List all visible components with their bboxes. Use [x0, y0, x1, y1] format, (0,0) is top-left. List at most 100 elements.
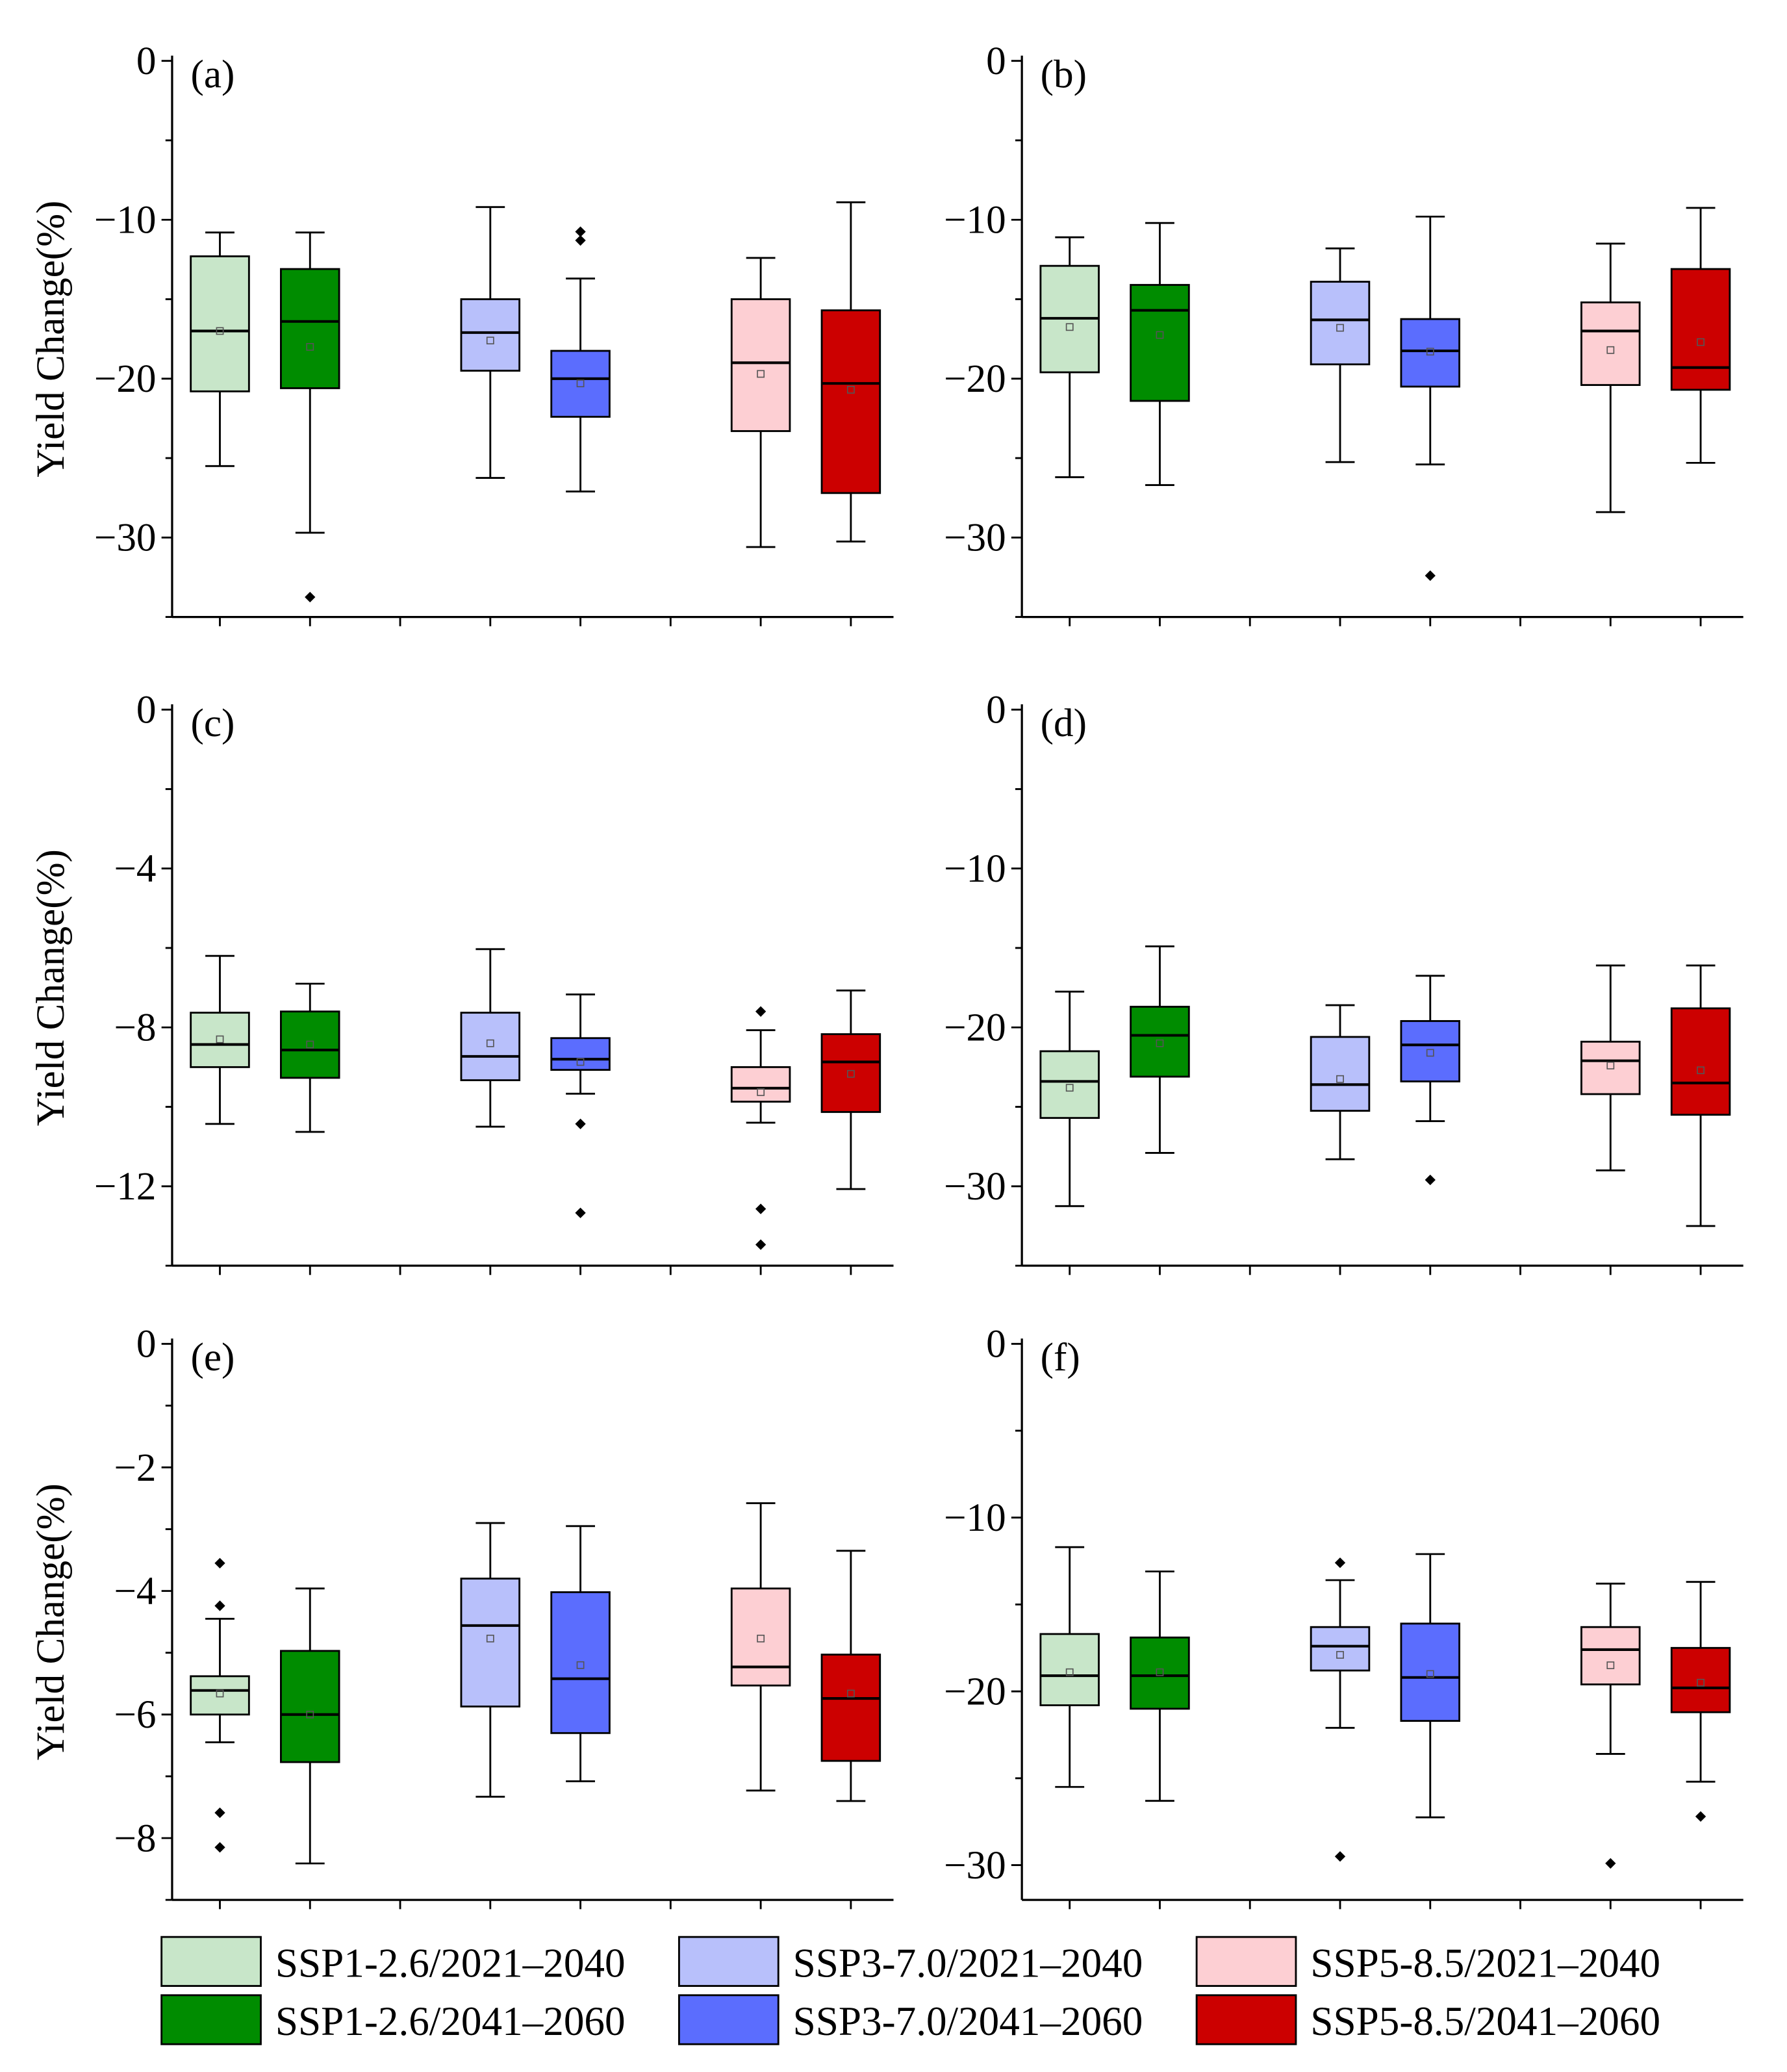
mean-marker — [1336, 1075, 1344, 1083]
mean-marker — [1697, 1066, 1705, 1075]
box-iqr — [460, 298, 521, 372]
legend-item: SSP5-8.5/2021–2040 — [1195, 1936, 1660, 1987]
outlier-point — [214, 1557, 225, 1568]
box-iqr — [190, 255, 250, 392]
outlier-point — [1425, 570, 1436, 582]
mean-marker — [1426, 1049, 1434, 1057]
box-iqr — [550, 1037, 611, 1071]
mean-marker — [576, 1058, 585, 1066]
y-axis-title: Yield Change(%) — [29, 849, 73, 1126]
mean-marker — [216, 327, 224, 335]
panel-label: (f) — [1041, 1336, 1080, 1379]
outlier-point — [575, 1118, 586, 1129]
box-iqr — [190, 1675, 250, 1716]
box-5 — [1580, 242, 1641, 513]
mean-marker — [1156, 331, 1164, 339]
mean-marker — [846, 1689, 855, 1698]
panel-label: (d) — [1041, 702, 1087, 745]
mean-marker — [1336, 1651, 1344, 1659]
box-2 — [280, 1587, 340, 1865]
y-tick-label: 0 — [986, 40, 1006, 83]
box-4 — [1400, 1553, 1461, 1819]
y-tick-label: −30 — [944, 517, 1006, 560]
y-tick-label: −8 — [114, 1006, 156, 1050]
y-tick-label: −4 — [114, 1570, 156, 1613]
y-tick-label: −10 — [944, 1496, 1006, 1540]
mean-marker — [216, 1689, 224, 1698]
outlier-point — [214, 1807, 225, 1819]
mean-marker — [576, 379, 585, 388]
y-tick-label: −20 — [944, 1670, 1006, 1714]
mean-marker — [1426, 1670, 1434, 1678]
legend-label: SSP1-2.6/2041–2060 — [275, 1999, 626, 2044]
mean-marker — [846, 385, 855, 394]
box-iqr — [730, 1066, 791, 1103]
box-4 — [1400, 215, 1461, 582]
box-iqr — [1130, 1006, 1190, 1078]
y-tick-label: −30 — [94, 517, 157, 560]
box-5 — [1580, 964, 1641, 1171]
y-tick-label: 0 — [136, 40, 157, 83]
box-iqr — [550, 1591, 611, 1734]
box-3 — [1310, 247, 1371, 463]
outlier-point — [755, 1006, 767, 1017]
box-4 — [1400, 975, 1461, 1186]
mean-marker — [216, 1035, 224, 1043]
legend-label: SSP1-2.6/2021–2040 — [275, 1940, 626, 1986]
y-tick-label: −6 — [114, 1693, 156, 1737]
mean-marker — [1156, 1039, 1164, 1047]
mean-marker — [486, 1634, 494, 1643]
y-tick-label: −12 — [94, 1165, 157, 1209]
box-5 — [730, 1006, 791, 1250]
legend-swatch — [160, 1994, 262, 2045]
mean-marker — [486, 1039, 494, 1047]
box-iqr — [1580, 301, 1641, 386]
legend-swatch — [678, 1994, 779, 2045]
box-iqr — [1400, 318, 1461, 388]
panel-c: 0 −4 −8 −12 (c) Yield Change(%) — [29, 689, 894, 1275]
panel-label: (c) — [190, 702, 234, 745]
mean-marker — [576, 1661, 585, 1669]
mean-marker — [1065, 1668, 1074, 1676]
box-iqr — [1310, 281, 1371, 366]
box-iqr — [1130, 284, 1190, 402]
box-iqr — [280, 1650, 340, 1763]
box-iqr — [1670, 1007, 1731, 1116]
box-2 — [280, 982, 340, 1133]
box-iqr — [820, 1654, 881, 1762]
panel-b: 0 −10 −20 −30 (b) — [944, 40, 1743, 626]
mean-marker — [1697, 1678, 1705, 1687]
box-5 — [730, 1502, 791, 1792]
y-tick-label: 0 — [136, 1323, 157, 1366]
panel-f: 0 −10 −20 −30 (f) — [944, 1323, 1743, 1910]
y-tick-label: 0 — [986, 689, 1006, 732]
mean-marker — [306, 1710, 314, 1719]
box-iqr — [1580, 1626, 1641, 1685]
panel-label: (a) — [190, 53, 234, 96]
mean-marker — [1426, 348, 1434, 356]
legend-item: SSP1-2.6/2021–2040 — [160, 1936, 626, 1987]
legend-label: SSP5-8.5/2041–2060 — [1310, 1999, 1660, 2044]
legend-swatch — [160, 1936, 262, 1987]
y-tick-label: −10 — [94, 199, 157, 242]
legend-item: SSP1-2.6/2041–2060 — [160, 1994, 626, 2045]
box-iqr — [190, 1012, 250, 1068]
y-tick-label: −20 — [944, 1006, 1006, 1050]
box-3 — [460, 948, 521, 1128]
outlier-point — [755, 1239, 767, 1250]
box-1 — [1039, 990, 1100, 1207]
y-tick-label: −10 — [944, 847, 1006, 891]
box-iqr — [820, 1033, 881, 1113]
box-2 — [1130, 945, 1190, 1154]
legend: SSP1-2.6/2021–2040 SSP1-2.6/2041–2060 SSP3… — [160, 1936, 1660, 2045]
box-iqr — [280, 1010, 340, 1079]
mean-marker — [757, 1088, 765, 1096]
box-6 — [820, 989, 881, 1190]
mean-marker — [1156, 1668, 1164, 1676]
box-6 — [1670, 207, 1731, 464]
y-tick-label: −30 — [944, 1165, 1006, 1209]
box-4 — [550, 1525, 611, 1782]
box-iqr — [1670, 268, 1731, 391]
outlier-point — [214, 1842, 225, 1853]
box-iqr — [1310, 1626, 1371, 1672]
